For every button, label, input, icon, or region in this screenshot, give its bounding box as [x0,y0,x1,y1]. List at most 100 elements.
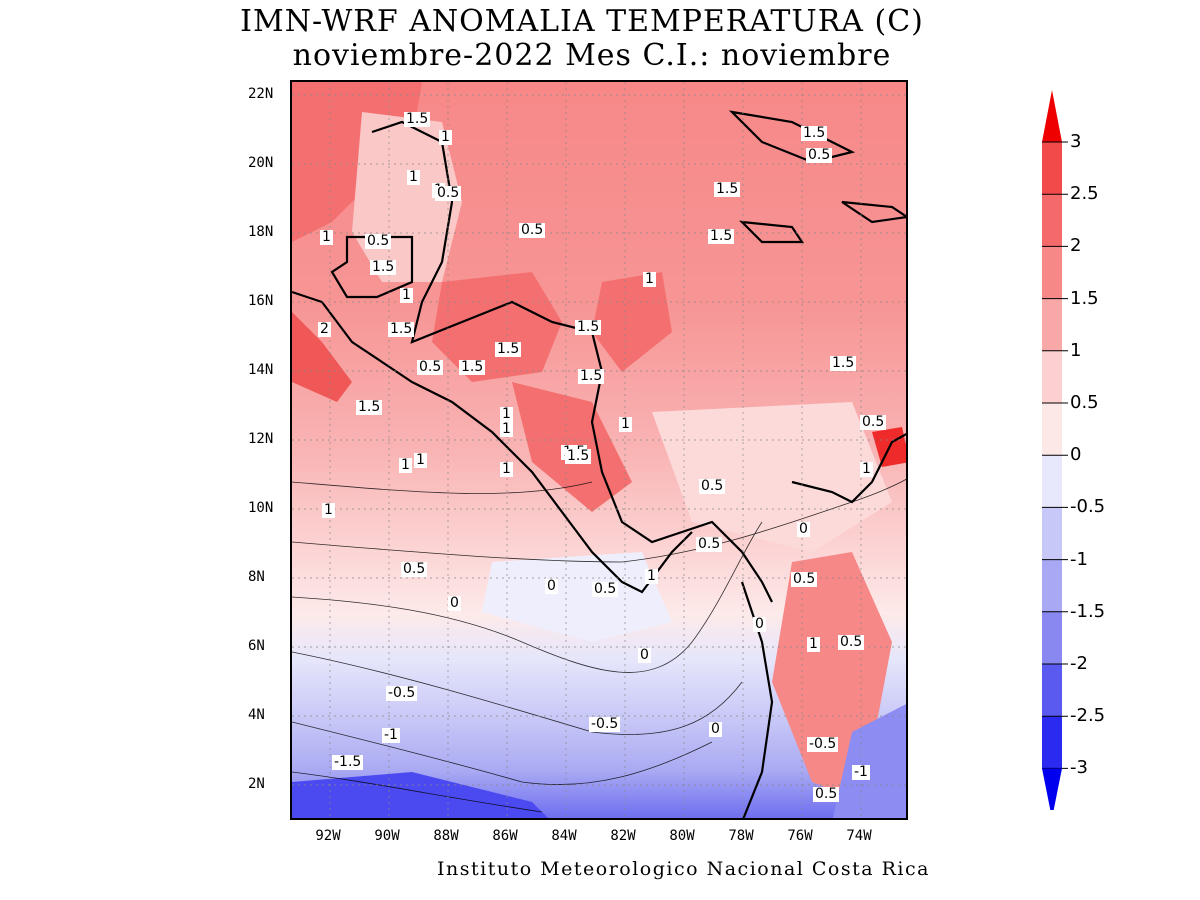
contour-label: 1 [320,229,333,245]
colorbar-level-label: -2.5 [1070,705,1106,727]
contour-label: 0.5 [592,581,619,597]
contour-label: 0 [797,521,810,537]
contour-label: -0.5 [589,716,621,732]
contour-label: 1.5 [714,181,741,197]
colorbar-bin [1042,664,1062,717]
y-tick-label: 18N [248,224,274,240]
contour-label: 0 [638,647,651,663]
contour-label: 1 [399,457,412,473]
contour-label: 0 [545,578,558,594]
x-tick-label: 88W [433,828,459,844]
warm-region-pacific-coast [292,312,352,402]
colorbar-level-label: 3 [1070,131,1082,152]
contour-label: 1.5 [801,125,828,141]
colorbar-level-label: -3 [1070,757,1088,779]
contour-label: 1 [407,169,420,185]
contour-label: -1.5 [332,754,364,770]
colorbar-lower-extension [1042,768,1062,810]
contour-label: 1.5 [565,448,592,464]
colorbar-bin [1042,455,1062,508]
contour-label: -0.5 [386,685,418,701]
contour-label: 0.5 [791,571,818,587]
colorbar-bin [1042,142,1062,195]
contour-label: 1 [645,568,658,584]
contour-label: 1 [807,636,820,652]
contour-label: 1.5 [495,341,522,357]
contour-label: -1 [382,727,400,743]
y-tick-label: 12N [248,431,274,447]
colorbar-bin [1042,716,1062,769]
contour-label: 0.5 [365,233,392,249]
contour-label: 1 [322,502,335,518]
warm-region-caribbean [592,272,672,372]
contour-label: 1.5 [575,319,602,335]
colorbar-level-label: -2 [1070,653,1088,674]
contour-label: 0.5 [417,359,444,375]
contour-label: 1 [619,416,632,432]
contour-label: 0.5 [696,536,723,552]
y-tick-label: 4N [248,707,265,723]
contour-label: -0.5 [807,736,839,752]
grid-lines [292,82,906,818]
contour-label: 1 [860,461,873,477]
x-tick-label: 76W [787,828,813,844]
contour-label: 0 [753,616,766,632]
contour-label: 0.5 [519,222,546,238]
contour-lines [292,478,906,813]
x-tick-label: 84W [551,828,577,844]
contour-label: 0.5 [435,185,462,201]
y-tick-label: 14N [248,362,274,378]
colorbar-bin [1042,507,1062,561]
x-tick-label: 82W [610,828,636,844]
y-tick-label: 16N [248,293,274,309]
colorbar-bin [1042,298,1062,352]
x-tick-label: 86W [492,828,518,844]
contour-label: 0.5 [838,634,865,650]
y-tick-label: 22N [248,86,274,102]
contour-label: 2 [318,321,331,337]
x-tick-label: 78W [728,828,754,844]
y-tick-label: 6N [248,638,265,654]
contour-label: 0.5 [813,786,840,802]
colorbar-level-label: -1.5 [1070,600,1106,622]
contour-label: 0.5 [401,561,428,577]
cold-region-southeast [832,704,906,818]
colorbar-bin [1042,194,1062,247]
colorbar-level-label: 0 [1070,444,1082,466]
y-tick-label: 8N [248,569,265,585]
map-title-line2: noviembre-2022 Mes C.I.: noviembre [292,38,892,73]
colorbar-level-label: -1 [1070,548,1088,570]
colorbar-level-label: 0.5 [1070,392,1099,413]
contour-label: 1.5 [830,355,857,371]
weak-warm-region [652,402,892,552]
colorbar-level-label: 1.5 [1070,287,1099,309]
colorbar-level-label: 2.5 [1070,183,1099,205]
colorbar-upper-extension [1042,90,1062,142]
colorbar-level-label: 1 [1070,339,1082,361]
contour-label: -1 [852,764,870,780]
contour-label: 0 [448,595,461,611]
y-tick-label: 20N [248,155,274,171]
cold-region-south [292,772,548,818]
contour-label: 1 [414,452,427,468]
contour-label: 1 [439,129,452,145]
contour-label: 1 [643,271,656,287]
colorbar-bin [1042,559,1062,613]
contour-label: 1.5 [404,111,431,127]
anomaly-map: 1.5 1 0.5 1 0.5 1 1.5 1 1.5 2 1.5 0.5 1.5 1.5 1 1.5 1 1.5… [290,80,908,820]
y-tick-label: 10N [248,500,274,516]
contour-label: 1 [500,421,513,437]
contour-label: 0.5 [699,478,726,494]
x-tick-label: 92W [315,828,341,844]
colorbar-legend [1042,90,1068,810]
contour-label: 1 [500,461,513,477]
contour-label: 1.5 [388,321,415,337]
colorbar-level-label: 2 [1070,235,1082,257]
y-tick-label: 2N [248,776,265,792]
contour-label: 0 [709,721,722,737]
x-tick-label: 74W [846,828,872,844]
colorbar-level-label: -0.5 [1070,496,1106,518]
contour-label: 0.5 [860,414,887,430]
contour-label: 1 [400,287,413,303]
footer-credit: Instituto Meteorologico Nacional Costa R… [437,858,930,880]
